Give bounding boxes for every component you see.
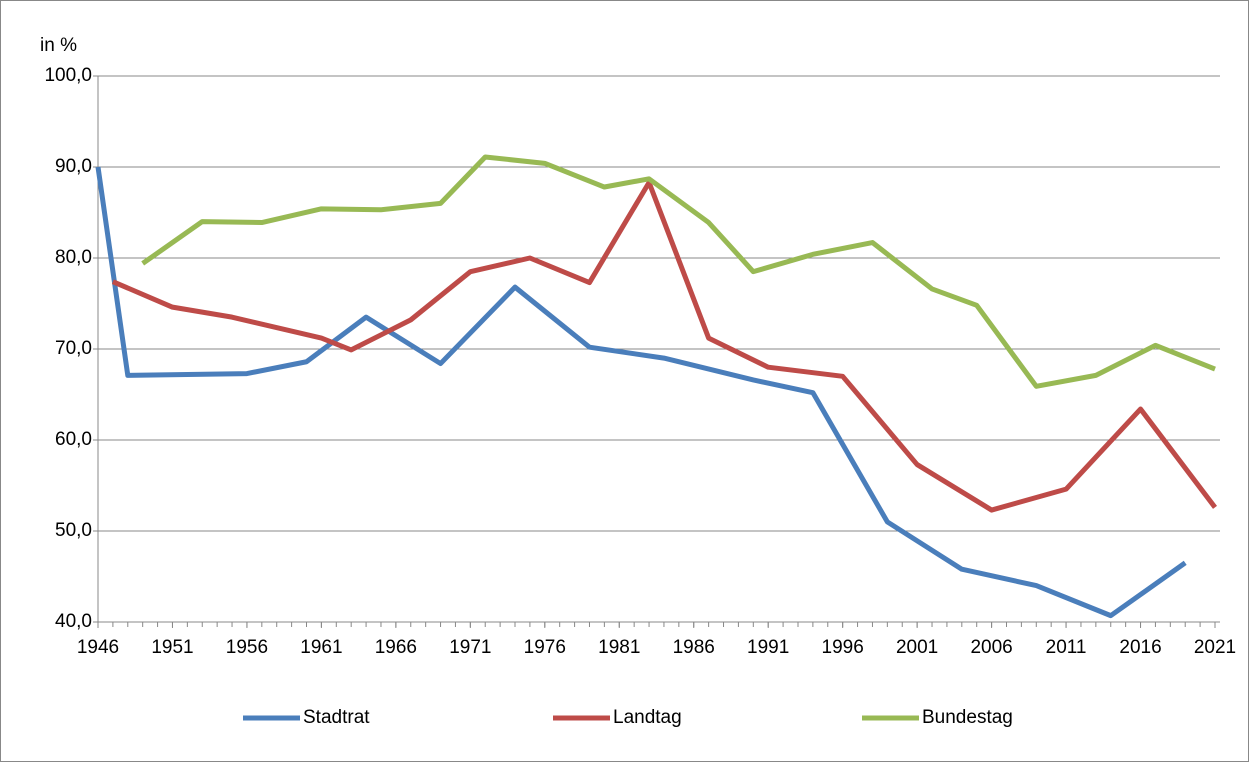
x-tick-label: 1976: [524, 637, 566, 658]
y-tick-label: 40,0: [55, 611, 92, 632]
series-line: [111, 179, 1217, 513]
legend-label: Bundestag: [922, 707, 1013, 728]
x-tick-label: 1966: [375, 637, 417, 658]
x-tick-label: 2001: [896, 637, 938, 658]
x-tick-label: 1986: [673, 637, 715, 658]
x-tick-label: 2006: [970, 637, 1012, 658]
y-tick-label: 50,0: [55, 520, 92, 541]
x-tick-label: 1946: [77, 637, 119, 658]
legend-label: Landtag: [613, 707, 682, 728]
x-tick-label: 2021: [1194, 637, 1236, 658]
x-tick-label: 1971: [449, 637, 491, 658]
y-tick-label: 60,0: [55, 429, 92, 450]
x-tick-label: 1981: [598, 637, 640, 658]
x-tick-label: 2011: [1046, 637, 1087, 658]
y-tick-label: 70,0: [55, 338, 92, 359]
x-tick-label: 1961: [300, 637, 342, 658]
x-tick-label: 1991: [747, 637, 789, 658]
y-tick-label: 90,0: [55, 156, 92, 177]
x-tick-label: 1951: [151, 637, 193, 658]
legend-label: Stadtrat: [303, 707, 370, 728]
series-line: [141, 154, 1216, 389]
x-tick-label: 2016: [1119, 637, 1161, 658]
x-tick-label: 1956: [226, 637, 268, 658]
y-tick-label: 80,0: [55, 247, 92, 268]
series-line: [95, 166, 1187, 619]
y-axis-label: in %: [40, 35, 77, 56]
y-tick-label: 100,0: [44, 65, 92, 86]
x-tick-label: 1996: [822, 637, 864, 658]
